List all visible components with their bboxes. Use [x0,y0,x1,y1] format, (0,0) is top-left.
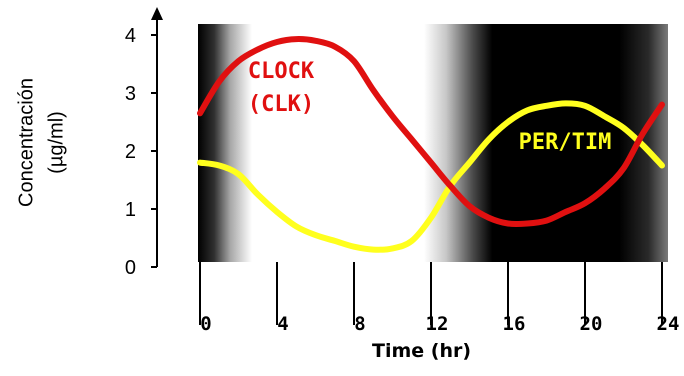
x-tick-label: 20 [580,313,603,335]
y-tick-label: 3 [125,83,136,105]
y-tick-label: 0 [125,257,136,279]
x-tick-label: 24 [657,313,680,335]
y-tick-label: 1 [125,199,136,221]
x-tick-label: 16 [503,313,526,335]
x-axis-title: Time (hr) [372,340,472,362]
y-axis-arrow [151,7,163,20]
series-label-pertim: PER/TIM [519,130,612,155]
y-axis-title-line2: (µg/ml) [45,111,68,174]
y-tick-label: 2 [125,141,136,163]
x-tick-label: 0 [200,313,211,335]
x-tick-label: 12 [426,313,449,335]
series-label-clock-line1: CLOCK [248,59,315,84]
y-tick-label: 4 [125,25,136,47]
y-axis-title-line1: Concentración [15,78,38,207]
x-tick-label: 4 [277,313,288,335]
dark-band-start [198,24,252,262]
series-line-pertim [197,100,665,253]
series-label-clock-line2: (CLK) [248,92,314,117]
x-tick-label: 8 [354,313,365,335]
series-line-clock [197,36,665,228]
